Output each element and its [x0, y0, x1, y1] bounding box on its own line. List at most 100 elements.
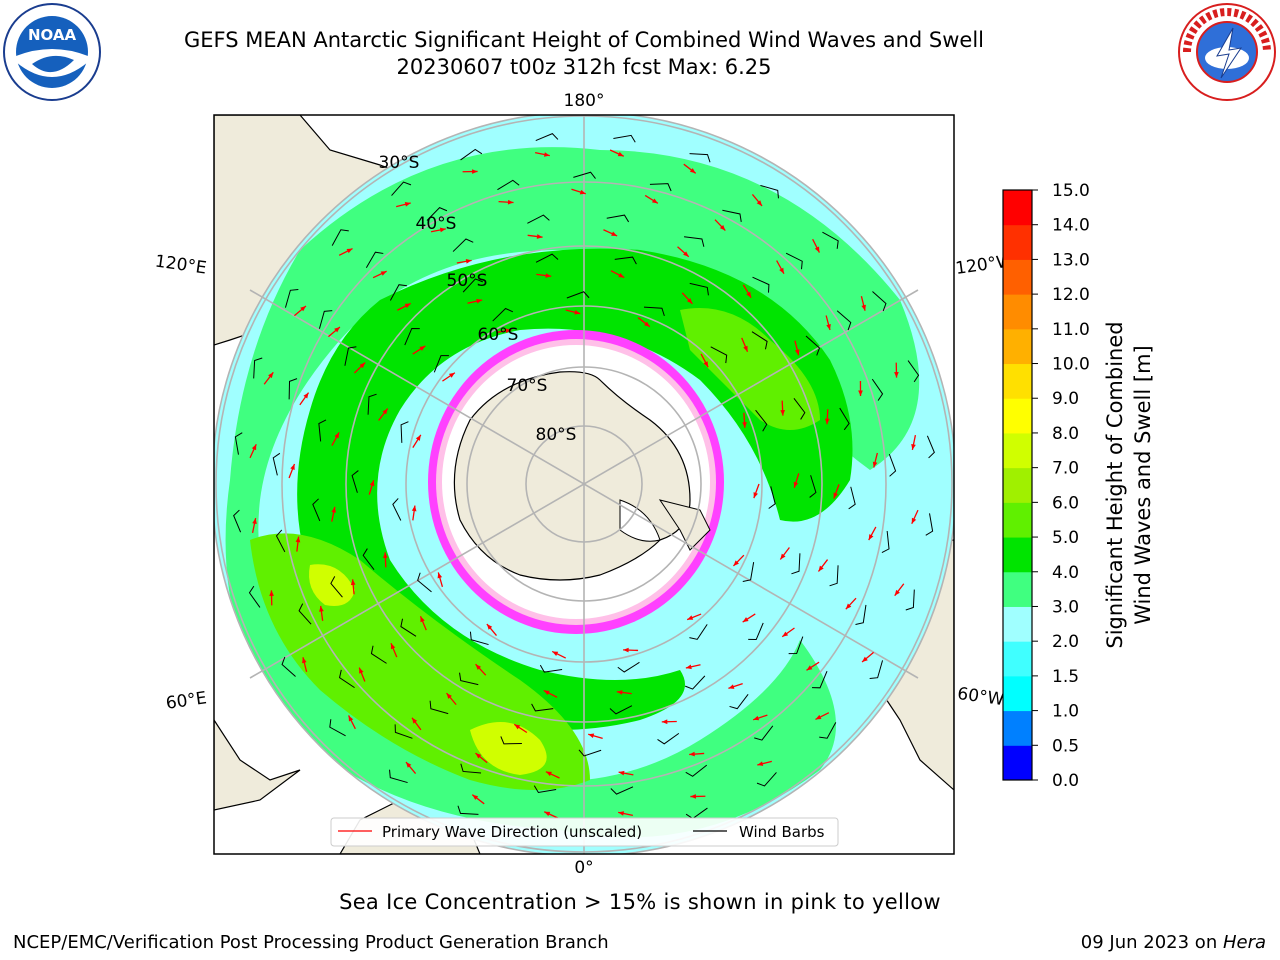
lat-label-80s: 80°S — [536, 425, 577, 445]
wave-arrow-head — [617, 151, 624, 157]
wave-arrow-head — [818, 565, 824, 572]
wave-arrow-head — [793, 481, 799, 488]
wind-barb — [805, 335, 821, 356]
wind-barb — [689, 282, 709, 296]
wind-barb — [793, 397, 806, 420]
wind-barb — [330, 576, 343, 598]
wave-arrow-head — [683, 251, 689, 257]
wave-arrow-head — [346, 248, 353, 254]
wind-barb — [791, 553, 801, 575]
wave-arrow-head — [334, 432, 340, 439]
wave-arrow-head — [439, 227, 446, 233]
lon-label-60e: 60°E — [165, 688, 208, 713]
wind-barb — [566, 291, 590, 299]
lon-label-60w: 60°W — [956, 684, 1005, 710]
wave-arrow-head — [545, 771, 552, 777]
wind-barb — [722, 209, 742, 222]
wave-arrow-head — [690, 794, 696, 799]
colorbar-tick-label: 11.0 — [1052, 320, 1090, 340]
wind-barb — [391, 181, 412, 196]
colorbar-tick-label: 1.0 — [1052, 702, 1079, 722]
wave-arrow-head — [616, 690, 623, 695]
colorbar-segment — [1003, 224, 1032, 260]
wave-arrow-head — [404, 202, 411, 207]
wind-barb — [535, 133, 559, 142]
wave-arrow-head — [685, 664, 692, 670]
colorbar-tick-label: 8.0 — [1052, 424, 1079, 444]
wind-barb — [881, 530, 890, 553]
wave-arrow-head — [383, 552, 388, 559]
wind-barb — [809, 475, 817, 498]
colorbar-segment — [1003, 710, 1032, 746]
wind-barb — [404, 327, 420, 346]
colorbar-tick-label: 0.5 — [1052, 736, 1079, 756]
svg-text:NOAA: NOAA — [28, 26, 77, 44]
wind-barb — [234, 432, 243, 455]
map-legend: Primary Wave Direction (unscaled) Wind B… — [330, 817, 839, 847]
wind-barb — [318, 419, 327, 442]
colorbar-segment — [1003, 259, 1032, 295]
wave-arrow-head — [753, 492, 758, 499]
colorbar-segment — [1003, 606, 1032, 642]
wave-arrow-head — [350, 579, 356, 586]
wave-arrow-head — [826, 324, 831, 331]
colorbar-tick-label: 10.0 — [1052, 355, 1090, 375]
wave-arrow-head — [746, 291, 752, 298]
wave-arrow-head — [543, 690, 550, 696]
wave-arrow-head — [486, 624, 493, 630]
wind-barb — [365, 251, 384, 269]
wind-barb — [312, 498, 321, 522]
wind-barb — [394, 724, 413, 739]
wave-arrow-head — [728, 684, 735, 689]
wind-barb — [367, 393, 377, 415]
wind-barb — [760, 184, 779, 199]
wave-arrow-head — [872, 461, 878, 468]
colorbar-segment — [1003, 363, 1032, 399]
wave-arrow-head — [894, 589, 900, 596]
wave-arrow-head — [268, 372, 274, 379]
wave-arrow-head — [290, 464, 295, 471]
wave-arrow-head — [472, 794, 479, 800]
wave-arrow-head — [319, 605, 324, 612]
colorbar-tick-label: 9.0 — [1052, 389, 1079, 409]
wind-barb — [429, 700, 449, 715]
wave-vectors — [233, 133, 935, 835]
wave-arrow-head — [574, 309, 581, 315]
wind-barb — [460, 148, 483, 161]
wave-arrow-head — [579, 189, 586, 195]
wave-arrow-head — [359, 362, 366, 369]
chart-title: GEFS MEAN Antarctic Significant Height o… — [183, 28, 985, 52]
colorbar-segment — [1003, 537, 1032, 573]
wind-barb — [613, 134, 636, 143]
wind-barb — [281, 656, 296, 677]
wind-barb — [829, 565, 839, 587]
wave-arrow-head — [252, 518, 257, 525]
wind-barb — [848, 486, 856, 510]
colorbar-segment — [1003, 294, 1032, 330]
colorbar-tick-label: 13.0 — [1052, 250, 1090, 270]
wave-arrow-head — [331, 506, 336, 513]
wave-arrow-head — [824, 418, 830, 425]
wind-barb — [492, 307, 514, 322]
wave-arrow-head — [448, 372, 455, 378]
wave-arrow-head — [415, 434, 421, 441]
wind-barb — [426, 207, 448, 221]
wind-barb — [729, 694, 749, 710]
wave-arrow-head — [780, 553, 786, 560]
colorbar-segment — [1003, 190, 1032, 226]
wind-barb — [819, 722, 837, 739]
wind-barb — [457, 805, 479, 815]
wind-barb — [836, 310, 852, 331]
wave-arrow-head — [618, 811, 625, 816]
footer-host: Hera — [1222, 932, 1266, 953]
wave-arrow-head — [269, 590, 274, 596]
map-frame — [213, 114, 955, 855]
wave-arrow-head — [862, 656, 868, 663]
lat-label-30s: 30°S — [379, 153, 420, 173]
wind-barb — [533, 785, 557, 794]
wave-arrow-head — [814, 246, 820, 253]
wave-arrow-head — [446, 693, 452, 699]
colorbar-tick-label: 6.0 — [1052, 493, 1079, 513]
wave-arrow-head — [420, 616, 425, 623]
